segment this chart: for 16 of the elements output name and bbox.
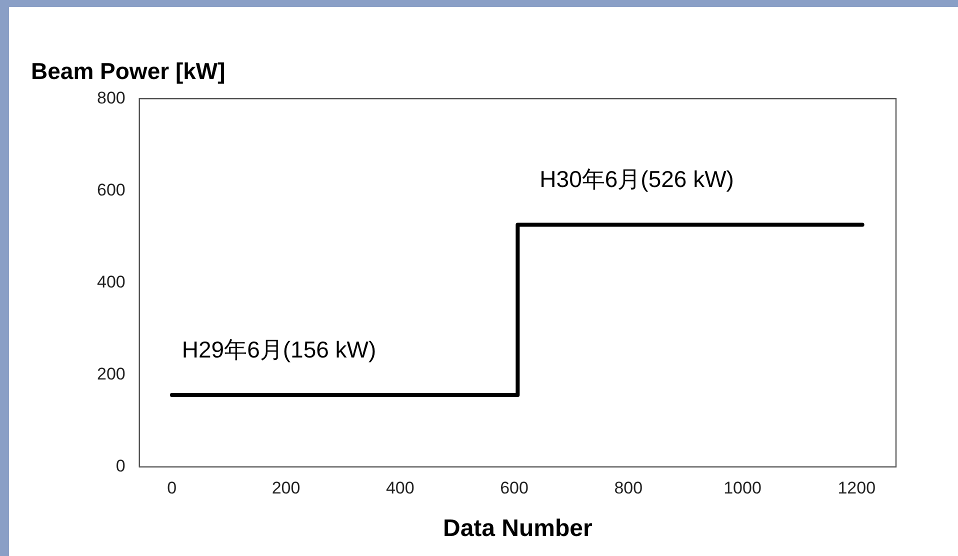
chart-title: Beam Power [kW] xyxy=(31,58,226,84)
annotation: H30年6月(526 kW) xyxy=(540,166,734,192)
x-tick-label: 600 xyxy=(500,478,528,498)
annotation: H29年6月(156 kW) xyxy=(182,336,376,362)
y-tick-label: 800 xyxy=(96,88,126,108)
y-tick-label: 200 xyxy=(96,364,126,384)
x-tick-label: 200 xyxy=(272,478,300,498)
x-tick-label: 1200 xyxy=(838,478,876,498)
y-tick-label: 400 xyxy=(96,272,126,292)
x-tick-label: 400 xyxy=(386,478,414,498)
y-tick-label: 600 xyxy=(96,180,126,200)
x-tick-label: 1000 xyxy=(724,478,762,498)
y-tick-label: 0 xyxy=(116,456,126,476)
x-tick-label: 800 xyxy=(614,478,643,498)
x-tick-label: 0 xyxy=(167,478,177,498)
x-axis-title: Data Number xyxy=(442,515,592,542)
